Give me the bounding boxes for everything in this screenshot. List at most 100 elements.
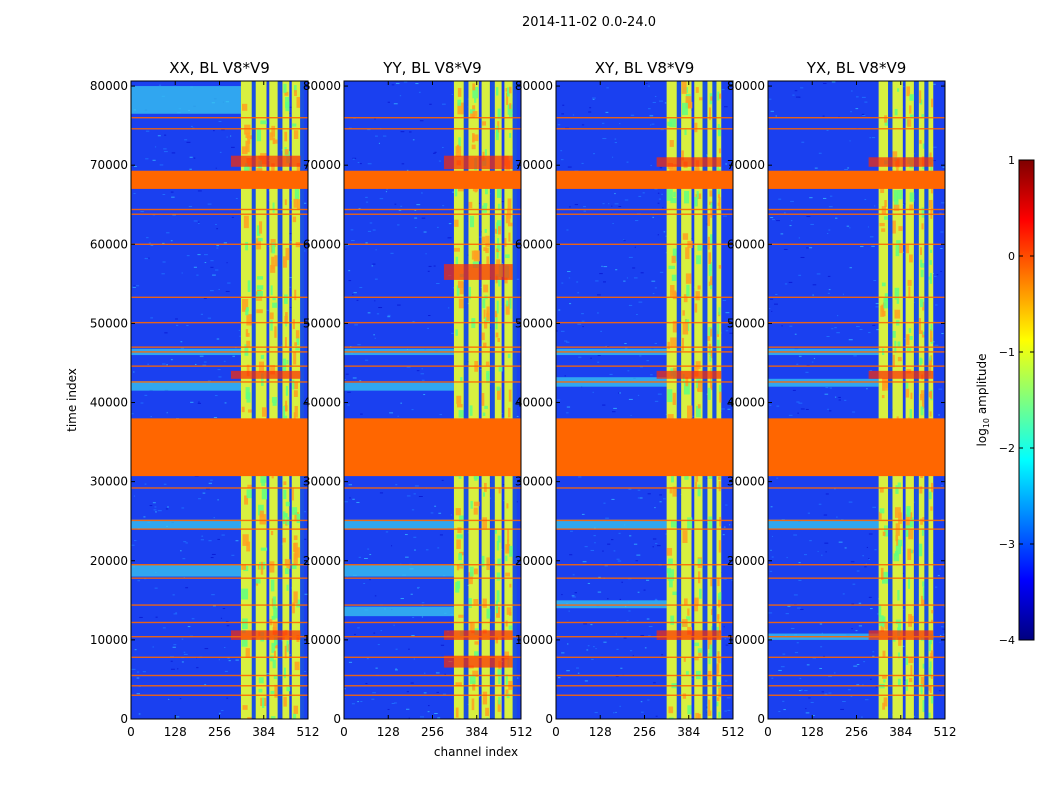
rfi-blob (271, 242, 276, 254)
colorbar-label-rest: amplitude (975, 354, 989, 418)
flagged-line (131, 656, 308, 658)
noise-speck (639, 497, 643, 499)
noise-speck (868, 559, 870, 561)
noise-speck (690, 238, 693, 240)
noise-speck (216, 247, 219, 249)
noise-speck (154, 506, 157, 508)
noise-speck (479, 368, 482, 370)
noise-speck (501, 417, 506, 419)
noise-speck (659, 167, 663, 169)
rfi-blob (718, 307, 721, 316)
noise-speck (726, 697, 731, 699)
rfi-blob (474, 651, 479, 659)
rfi-blob (496, 540, 500, 551)
noise-speck (828, 675, 832, 677)
x-tick-label: 128 (164, 725, 187, 739)
y-tick-label: 80000 (90, 79, 128, 93)
noise-speck (224, 670, 228, 672)
rfi-blob (505, 87, 508, 92)
noise-speck (727, 408, 731, 410)
rfi-blob (498, 365, 503, 372)
rfi-blob (669, 118, 676, 128)
noise-speck (844, 547, 847, 549)
panel-2: YY, BL V8*V90 128 256 384 512010000200003000… (303, 59, 533, 739)
noise-speck (162, 627, 166, 629)
rfi-blob (283, 83, 287, 93)
noise-speck (607, 543, 611, 545)
rfi-blob (486, 608, 491, 619)
rfi-blob (905, 382, 909, 389)
rfi-blob (928, 641, 931, 652)
noise-speck (427, 327, 430, 329)
rfi-blob (272, 137, 276, 145)
rfi-blob (498, 278, 501, 287)
flagged-line (131, 243, 308, 245)
rfi-blob (473, 250, 480, 262)
rfi-blob (497, 535, 501, 543)
rfi-blob (880, 623, 885, 632)
rfi-blob (697, 244, 702, 251)
noise-speck (131, 413, 134, 415)
rfi-blob (930, 506, 933, 511)
rfi-blob (283, 256, 287, 268)
rfi-blob (920, 684, 923, 692)
rfi-blob (908, 529, 914, 540)
rfi-blob (671, 164, 678, 176)
rfi-blob (497, 699, 501, 712)
noise-speck (783, 709, 786, 711)
noise-speck (447, 237, 452, 239)
cyan-time-band (344, 382, 454, 391)
noise-speck (651, 123, 655, 125)
noise-speck (210, 479, 213, 481)
rfi-blob (497, 220, 502, 231)
noise-speck (581, 162, 584, 164)
rfi-blob (470, 500, 473, 509)
rfi-blob (921, 599, 926, 606)
rfi-blob (258, 688, 263, 693)
noise-speck (651, 280, 656, 282)
noise-speck (614, 142, 618, 144)
noise-speck (140, 402, 144, 404)
noise-speck (134, 166, 137, 168)
rfi-blob (910, 517, 914, 528)
noise-speck (706, 223, 709, 225)
flagged-line (131, 346, 308, 348)
cyan-time-band (768, 378, 879, 387)
rfi-blob (919, 486, 923, 494)
rfi-channel-band (282, 81, 290, 719)
noise-speck (149, 505, 153, 507)
rfi-blob (717, 185, 720, 195)
hot-time-band (656, 630, 722, 640)
rfi-blob (458, 410, 465, 418)
noise-speck (425, 253, 427, 255)
noise-speck (150, 317, 154, 319)
rfi-blob (483, 342, 487, 348)
noise-speck (144, 258, 149, 260)
rfi-blob (929, 260, 932, 265)
hot-time-band (868, 630, 934, 640)
flagged-line (344, 519, 521, 522)
noise-speck (590, 549, 595, 551)
noise-speck (858, 602, 862, 604)
y-tick-label: 60000 (303, 237, 341, 251)
noise-speck (641, 711, 644, 713)
noise-speck (568, 610, 570, 612)
flagged-line (768, 656, 945, 658)
noise-speck (723, 526, 726, 528)
noise-speck (852, 583, 856, 585)
noise-speck (771, 677, 774, 679)
rfi-blob (458, 553, 462, 561)
noise-speck (797, 607, 801, 609)
rfi-blob (483, 284, 489, 293)
noise-speck (692, 415, 695, 417)
noise-speck (563, 340, 568, 342)
noise-speck (268, 245, 270, 247)
rfi-blob (260, 373, 264, 386)
panel-image (768, 81, 945, 719)
rfi-blob (894, 309, 901, 319)
noise-speck (875, 306, 879, 308)
noise-speck (382, 135, 387, 137)
rfi-blob (687, 517, 693, 531)
noise-speck (450, 514, 453, 516)
